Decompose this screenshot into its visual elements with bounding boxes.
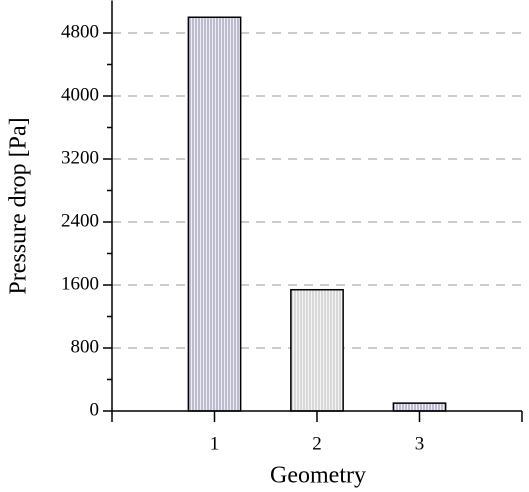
y-tick-label: 3200 xyxy=(61,147,99,168)
bar xyxy=(290,288,344,412)
x-tick-label: 2 xyxy=(312,433,322,454)
x-tick-label: 3 xyxy=(415,433,425,454)
y-tick-label: 1600 xyxy=(61,273,99,294)
x-tick-label: 1 xyxy=(210,433,220,454)
x-axis-label: Geometry xyxy=(270,463,366,489)
y-tick-label: 4000 xyxy=(61,84,99,105)
bar xyxy=(187,16,242,412)
y-axis-label: Pressure drop [Pa] xyxy=(6,117,32,294)
y-tick-label: 2400 xyxy=(61,210,99,231)
y-tick-label: 0 xyxy=(90,399,100,420)
y-tick-label: 800 xyxy=(71,336,100,357)
bar xyxy=(392,402,447,412)
y-tick-label: 4800 xyxy=(61,21,99,42)
